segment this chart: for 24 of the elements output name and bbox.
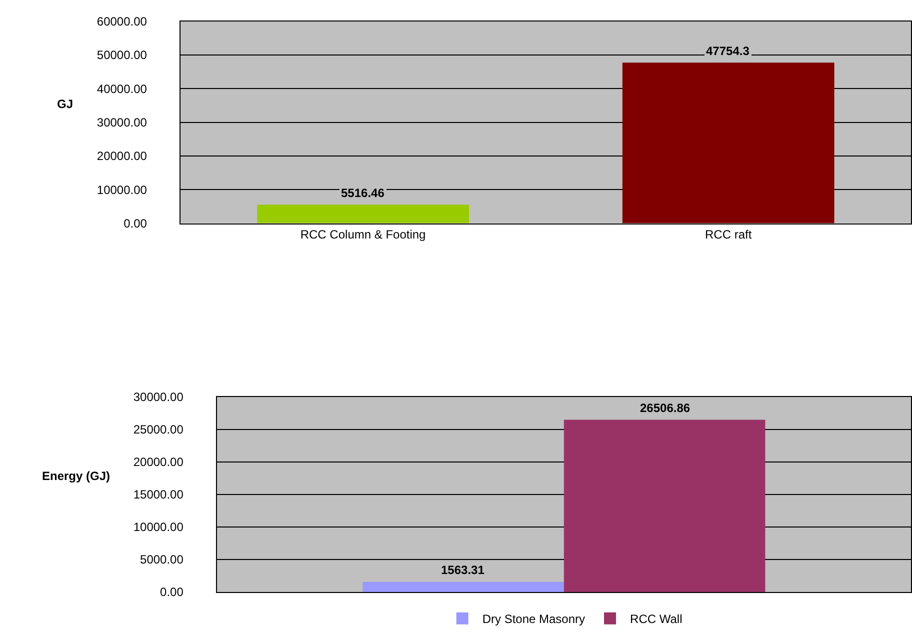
y-tick-label: 15000.00 <box>133 488 184 502</box>
y-tick-label: 20000.00 <box>96 149 148 164</box>
data-label: 47754.3 <box>706 44 750 58</box>
y-axis-title: GJ <box>57 97 74 111</box>
data-label: 26506.86 <box>640 401 690 415</box>
x-tick-label: RCC Column & Footing <box>300 228 426 242</box>
y-tick-label: 60000.00 <box>96 14 148 29</box>
legend-label: Dry Stone Masonry <box>482 612 586 626</box>
y-tick-label: 0.00 <box>124 216 148 230</box>
y-tick-label: 30000.00 <box>96 116 148 130</box>
data-label: 1563.31 <box>441 563 485 577</box>
y-tick-label: 30000.00 <box>133 390 184 404</box>
y-tick-label: 25000.00 <box>133 422 184 437</box>
y-tick-label: 40000.00 <box>96 82 148 96</box>
y-tick-label: 20000.00 <box>133 455 184 470</box>
y-tick-label: 50000.00 <box>96 48 148 62</box>
y-tick-label: 10000.00 <box>96 182 148 197</box>
y-axis-title: Energy (GJ) <box>42 469 110 483</box>
x-tick-label: RCC raft <box>705 228 752 242</box>
y-tick-label: 10000.00 <box>133 520 184 534</box>
legend-label: RCC Wall <box>630 612 682 626</box>
data-label: 5516.46 <box>341 186 385 200</box>
y-tick-label: 5000.00 <box>140 552 184 567</box>
y-tick-label: 0.00 <box>160 585 184 600</box>
